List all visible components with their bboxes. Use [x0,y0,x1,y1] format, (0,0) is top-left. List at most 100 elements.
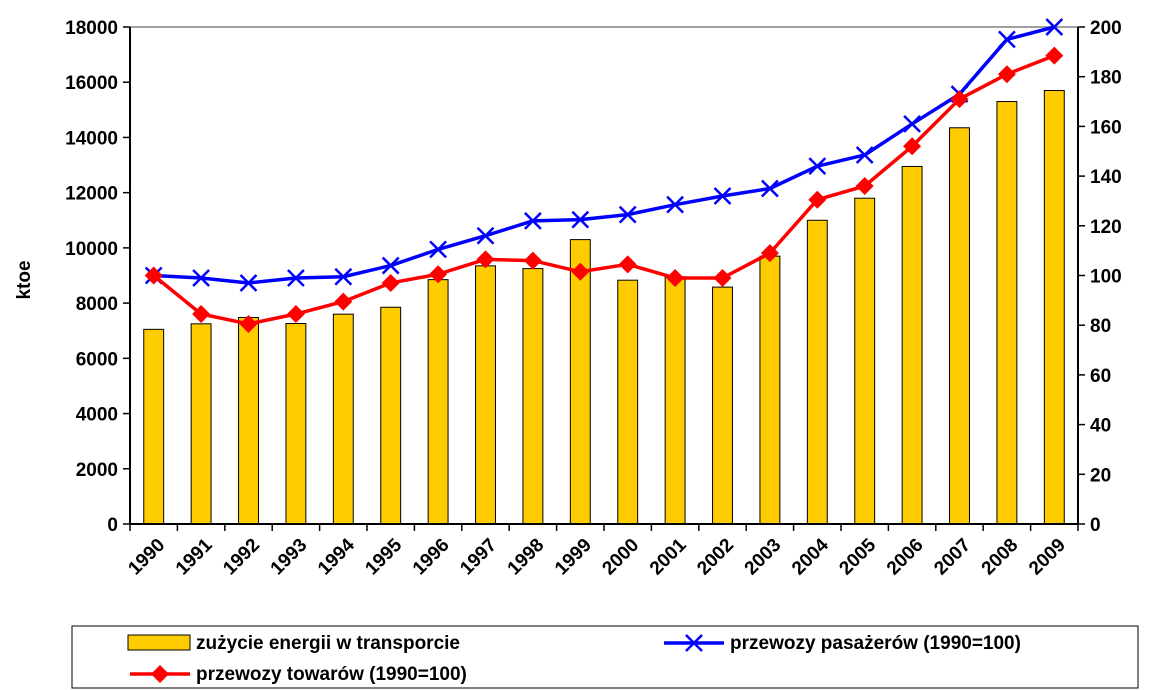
point-passengers-1999 [571,210,590,229]
point-goods-1991 [192,305,211,324]
point-passengers-2006 [903,115,921,133]
x-tick-label-1994: 1994 [314,534,359,579]
x-tick-label-2002: 2002 [693,535,738,580]
x-tick-label-2001: 2001 [646,534,691,579]
legend-marker-passengers [685,634,703,652]
x-tick-label-2008: 2008 [978,535,1023,580]
x-tick-label-2003: 2003 [741,535,786,580]
legend: zużycie energii w transporcie przewozy p… [71,625,1139,689]
point-passengers-2001 [666,195,684,214]
y-tick-label-10000: 10000 [65,239,118,260]
point-goods-2000 [618,255,637,274]
y-axis-label: ktoe [14,260,35,299]
y2-tick-label-120: 120 [1090,217,1122,238]
y2-tick-label-160: 160 [1090,117,1122,138]
point-goods-2004 [808,190,827,209]
point-passengers-2003 [761,179,779,198]
bar-1993 [285,323,307,525]
point-goods-1990 [144,266,163,285]
x-tick-label-1995: 1995 [361,534,406,579]
point-goods-2001 [666,268,685,287]
x-tick-label-2006: 2006 [883,535,928,580]
y-tick-label-8000: 8000 [76,294,118,315]
y2-tick-label-60: 60 [1090,366,1111,387]
x-tick-label-2007: 2007 [930,535,975,580]
point-passengers-1993 [287,269,305,287]
point-goods-1999 [571,262,590,281]
bar-2002 [712,286,733,525]
y2-tick-label-100: 100 [1090,267,1122,288]
y2-tick-label-0: 0 [1090,515,1101,536]
bar-1994 [332,313,354,525]
bar-1996 [427,279,449,525]
bar-1991 [190,323,212,525]
point-passengers-2008 [998,30,1016,49]
point-goods-1994 [334,292,353,311]
x-tick-label-1990: 1990 [124,535,169,580]
bar-2000 [617,279,639,525]
point-goods-2008 [997,65,1016,84]
point-passengers-1996 [429,240,447,259]
y-tick-label-16000: 16000 [65,73,118,94]
bar-1990 [143,328,165,525]
x-tick-label-1999: 1999 [551,535,596,580]
point-passengers-2009 [1045,18,1064,36]
x-tick-label-1998: 1998 [504,535,549,580]
point-passengers-2005 [855,146,874,164]
bar-1999 [569,239,591,525]
x-tick-label-2009: 2009 [1025,535,1070,580]
y2-tick-label-140: 140 [1090,167,1122,188]
y2-tick-label-200: 200 [1090,18,1122,39]
line-series [144,18,1064,333]
x-tick-label-2005: 2005 [835,534,880,579]
y2-tick-label-20: 20 [1090,465,1111,486]
point-goods-2006 [903,137,922,156]
y-tick-label-12000: 12000 [65,184,118,205]
axes [123,26,1085,531]
legend-label-goods: przewozy towarów (1990=100) [196,664,467,685]
bar-1992 [238,316,259,525]
point-passengers-2000 [618,205,637,224]
bar-2005 [854,197,876,525]
point-goods-1997 [476,250,495,269]
point-passengers-1991 [192,269,210,287]
point-passengers-2004 [808,157,827,176]
point-goods-1998 [523,251,542,270]
point-passengers-1998 [524,211,542,230]
point-goods-1993 [286,305,305,324]
bar-2008 [996,101,1018,525]
y2-tick-label-40: 40 [1090,416,1111,437]
point-passengers-1997 [476,226,495,245]
legend-marker-goods [151,665,169,683]
y2-tick-label-80: 80 [1090,316,1111,337]
bar-1995 [380,306,402,525]
x-tick-label-1993: 1993 [267,535,312,580]
legend-label-passengers: przewozy pasażerów (1990=100) [730,633,1021,654]
point-passengers-1994 [334,267,353,286]
point-goods-2007 [950,90,969,109]
point-passengers-2002 [713,187,732,205]
x-tick-label-1996: 1996 [409,535,454,580]
point-goods-2005 [855,177,874,196]
point-goods-1992 [239,314,258,333]
bar-2007 [949,127,970,525]
bar-2006 [901,165,923,525]
legend-label-energy: zużycie energii w transporcie [196,633,460,654]
x-tick-label-2004: 2004 [788,534,833,579]
line-passengers [153,25,1055,285]
legend-item-passengers: przewozy pasażerów (1990=100) [664,633,1021,654]
y-tick-label-0: 0 [107,515,118,536]
bar-2009 [1043,90,1065,525]
bar-2004 [806,219,828,525]
y-tick-label-18000: 18000 [65,18,118,39]
legend-box [71,625,1139,689]
y-tick-label-2000: 2000 [76,460,118,481]
bar-1997 [475,265,496,525]
bar-1998 [522,268,544,525]
bar-2001 [664,276,686,525]
point-goods-2002 [713,268,732,287]
x-tick-label-2000: 2000 [598,535,643,580]
legend-swatch-bar [127,634,191,651]
bar-2003 [759,255,781,525]
